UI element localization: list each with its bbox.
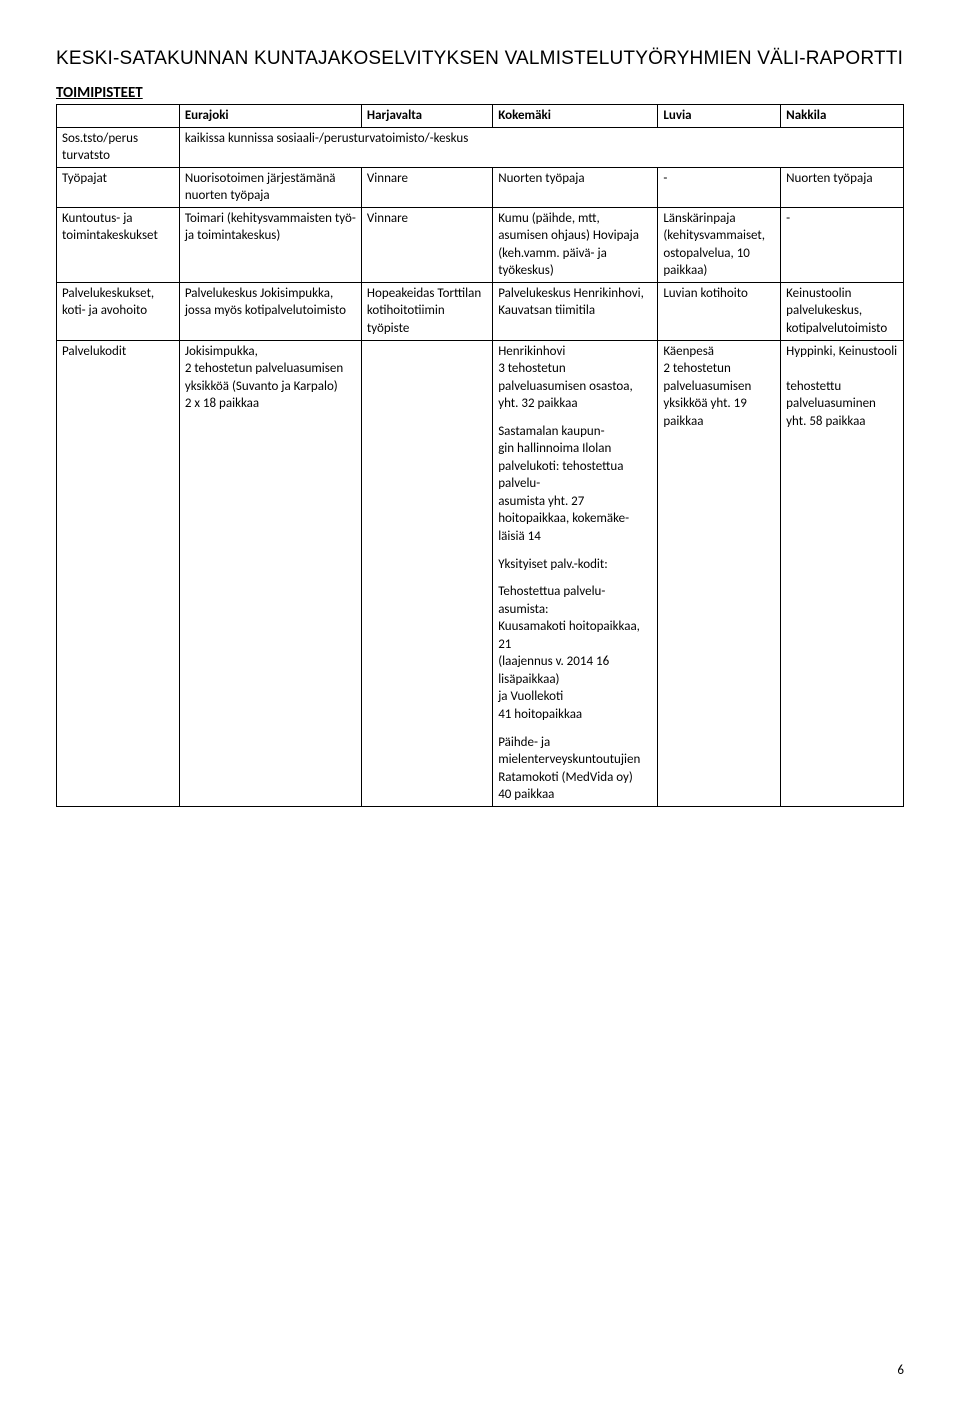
- table-cell: -: [658, 167, 781, 207]
- table-cell: Palvelukeskus Jokisimpukka, jossa myös k…: [179, 282, 361, 340]
- table-cell: Nuorisotoimen järjestämänä nuorten työpa…: [179, 167, 361, 207]
- table-header-row: Eurajoki Harjavalta Kokemäki Luvia Nakki…: [57, 105, 904, 128]
- row-label: Sos.tsto/perusturvatsto: [57, 127, 180, 167]
- page-title: KESKI-SATAKUNNAN KUNTAJAKOSELVITYKSEN VA…: [56, 48, 904, 70]
- col-header: Eurajoki: [179, 105, 361, 128]
- row-label: Kuntoutus- ja toimintakeskukset: [57, 207, 180, 282]
- table-row: Palvelukeskukset, koti- ja avohoito Palv…: [57, 282, 904, 340]
- col-header: [57, 105, 180, 128]
- cell-paragraph: Tehostettua palvelu-asumista:Kuusamakoti…: [498, 583, 652, 723]
- cell-paragraph: Päihde- ja mielenterveyskuntoutujien Rat…: [498, 734, 652, 804]
- table-row: Työpajat Nuorisotoimen järjestämänä nuor…: [57, 167, 904, 207]
- table-cell: kaikissa kunnissa sosiaali-/perusturvato…: [179, 127, 903, 167]
- col-header: Luvia: [658, 105, 781, 128]
- table-cell: Länskärinpaja (kehitysvammaiset, ostopal…: [658, 207, 781, 282]
- row-label: Palvelukodit: [57, 340, 180, 806]
- table-cell: Toimari (kehitysvammaisten työ- ja toimi…: [179, 207, 361, 282]
- col-header: Nakkila: [781, 105, 904, 128]
- table-cell: Hyppinki, Keinustoolitehostettu palvelua…: [781, 340, 904, 806]
- cell-paragraph: Yksityiset palv.-kodit:: [498, 556, 652, 574]
- table-cell: Palvelukeskus Henrikinhovi, Kauvatsan ti…: [493, 282, 658, 340]
- table-cell: Nuorten työpaja: [781, 167, 904, 207]
- table-row: Sos.tsto/perusturvatsto kaikissa kunniss…: [57, 127, 904, 167]
- table-cell: -: [781, 207, 904, 282]
- table-cell: Henrikinhovi3 tehostetun palveluasumisen…: [493, 340, 658, 806]
- col-header: Kokemäki: [493, 105, 658, 128]
- row-label: Palvelukeskukset, koti- ja avohoito: [57, 282, 180, 340]
- section-heading: TOIMIPISTEET: [56, 84, 904, 102]
- table-cell: Nuorten työpaja: [493, 167, 658, 207]
- table-cell: Jokisimpukka,2 tehostetun palveluasumise…: [179, 340, 361, 806]
- table-cell: Luvian kotihoito: [658, 282, 781, 340]
- table-cell: Keinustoolin palvelukeskus, kotipalvelut…: [781, 282, 904, 340]
- table-cell: Vinnare: [361, 207, 492, 282]
- row-label: Työpajat: [57, 167, 180, 207]
- table-row: Palvelukodit Jokisimpukka,2 tehostetun p…: [57, 340, 904, 806]
- cell-paragraph: Henrikinhovi3 tehostetun palveluasumisen…: [498, 343, 652, 413]
- col-header: Harjavalta: [361, 105, 492, 128]
- table-cell: Hopeakeidas Torttilan kotihoitotiimin ty…: [361, 282, 492, 340]
- table-cell: Vinnare: [361, 167, 492, 207]
- table-cell: Käenpesä2 tehostetun palveluasumisen yks…: [658, 340, 781, 806]
- page-number: 6: [897, 1363, 904, 1378]
- table-cell: Kumu (päihde, mtt, asumisen ohjaus) Hovi…: [493, 207, 658, 282]
- cell-paragraph: Sastamalan kaupun-gin hallinnoima Ilolan…: [498, 423, 652, 546]
- table-cell: [361, 340, 492, 806]
- toimipisteet-table: Eurajoki Harjavalta Kokemäki Luvia Nakki…: [56, 104, 904, 807]
- table-row: Kuntoutus- ja toimintakeskukset Toimari …: [57, 207, 904, 282]
